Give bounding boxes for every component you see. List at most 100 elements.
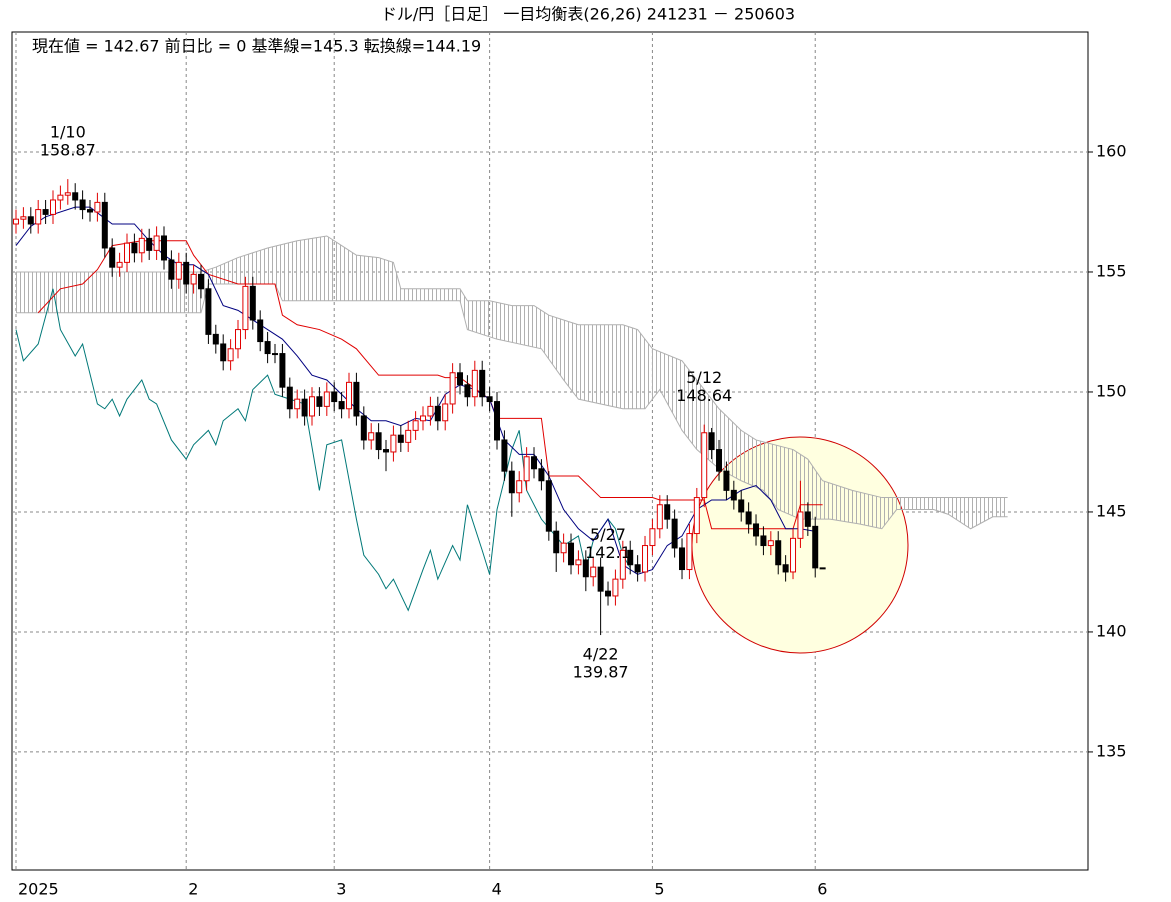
- candle-body: [656, 504, 663, 530]
- chart-subtitle: 現在値 = 142.67 前日比 = 0 基準線=145.3 転換線=144.1…: [32, 37, 481, 56]
- cloud-upper-line: [16, 235, 1008, 499]
- candle-body: [531, 456, 538, 470]
- candle-body: [301, 398, 308, 417]
- x-tick-label: 4: [492, 880, 502, 899]
- candle-body: [449, 372, 456, 405]
- candle-body: [272, 353, 279, 356]
- candle-body: [523, 456, 530, 482]
- candle-body: [649, 528, 656, 547]
- candle-body: [383, 449, 390, 453]
- candle-body: [375, 432, 382, 451]
- annotation-date: 5/12: [686, 368, 722, 387]
- x-tick-label: 6: [817, 880, 827, 899]
- candle-body: [612, 578, 619, 597]
- candle-body: [79, 199, 86, 211]
- candle-body: [146, 237, 153, 251]
- candle-body: [101, 201, 108, 249]
- annotation-value: 142.1: [585, 543, 631, 562]
- candle-body: [331, 391, 338, 403]
- candle-body: [64, 192, 71, 196]
- candle-body: [35, 209, 42, 225]
- x-tick-label: 5: [654, 880, 664, 899]
- annotation-value: 148.64: [676, 386, 732, 405]
- candle-body: [501, 439, 508, 472]
- candle-body: [464, 384, 471, 398]
- candle-body: [205, 288, 212, 335]
- candle-body: [457, 372, 464, 386]
- y-tick-label: 155: [1096, 261, 1127, 280]
- candle-body: [116, 261, 123, 268]
- candle-body: [671, 518, 678, 549]
- candle-body: [190, 273, 197, 285]
- candle-body: [175, 261, 182, 280]
- x-tick-label: 2: [188, 880, 198, 899]
- y-tick-label: 145: [1096, 501, 1127, 520]
- candle-body: [471, 369, 478, 398]
- candle-body: [346, 381, 353, 410]
- candle-body: [545, 480, 552, 532]
- candle-body: [235, 329, 242, 350]
- indicator-line: [15, 288, 631, 612]
- candle-body: [316, 396, 323, 407]
- plot-frame: [11, 31, 1089, 871]
- candles: [12, 179, 826, 636]
- candle-body: [494, 401, 501, 441]
- y-tick-label: 135: [1096, 741, 1127, 760]
- candle-body: [686, 533, 693, 571]
- x-tick-label: 3: [336, 880, 346, 899]
- candle-body: [790, 537, 797, 573]
- candle-body: [12, 218, 19, 225]
- candle-body: [257, 319, 264, 343]
- y-tick-label: 160: [1096, 141, 1127, 160]
- candle-body: [634, 564, 641, 573]
- candle-body: [575, 559, 582, 566]
- candle-body: [338, 401, 345, 410]
- candle-body: [138, 237, 145, 254]
- candle-body: [642, 545, 649, 573]
- candle-body: [220, 343, 227, 362]
- candle-body: [738, 499, 745, 513]
- candle-body: [109, 247, 116, 268]
- candle-body: [86, 209, 93, 213]
- candle-body: [730, 489, 737, 501]
- candle-body: [442, 403, 449, 422]
- candle-body: [20, 216, 27, 220]
- chart-title: ドル/円［日足］ 一目均衡表(26,26) 241231 － 250603: [381, 5, 795, 24]
- candle-body: [390, 434, 397, 453]
- grid: [12, 32, 1093, 870]
- candle-body: [323, 391, 330, 407]
- candle-body: [27, 216, 34, 225]
- candle-body: [153, 235, 160, 251]
- candle-body: [486, 396, 493, 403]
- candle-body: [812, 525, 819, 569]
- candle-body: [420, 415, 427, 422]
- cloud-fill: [16, 235, 1008, 529]
- candle-body: [249, 285, 256, 321]
- y-tick-label: 140: [1096, 621, 1127, 640]
- candle-body: [294, 398, 301, 410]
- candle-body: [57, 194, 64, 201]
- candle-body: [767, 540, 774, 547]
- candle-body: [782, 564, 789, 573]
- candle-body: [804, 511, 811, 527]
- annotation-date: 5/27: [590, 525, 626, 544]
- candle-body: [723, 470, 730, 491]
- candle-body: [582, 559, 589, 578]
- candle-body: [183, 261, 190, 285]
- candle-body: [131, 242, 138, 254]
- candle-body: [427, 405, 434, 417]
- candle-body: [168, 259, 175, 280]
- candle-body: [279, 353, 286, 388]
- candle-body: [753, 523, 760, 537]
- cloud-lower-line: [16, 283, 1008, 530]
- candle-body: [227, 348, 234, 362]
- candle-body: [560, 542, 567, 554]
- candle-body: [397, 434, 404, 443]
- annotation-value: 139.87: [573, 663, 629, 682]
- candle-body: [819, 567, 826, 570]
- candle-body: [124, 242, 131, 263]
- candle-body: [368, 432, 375, 441]
- candle-body: [627, 549, 634, 566]
